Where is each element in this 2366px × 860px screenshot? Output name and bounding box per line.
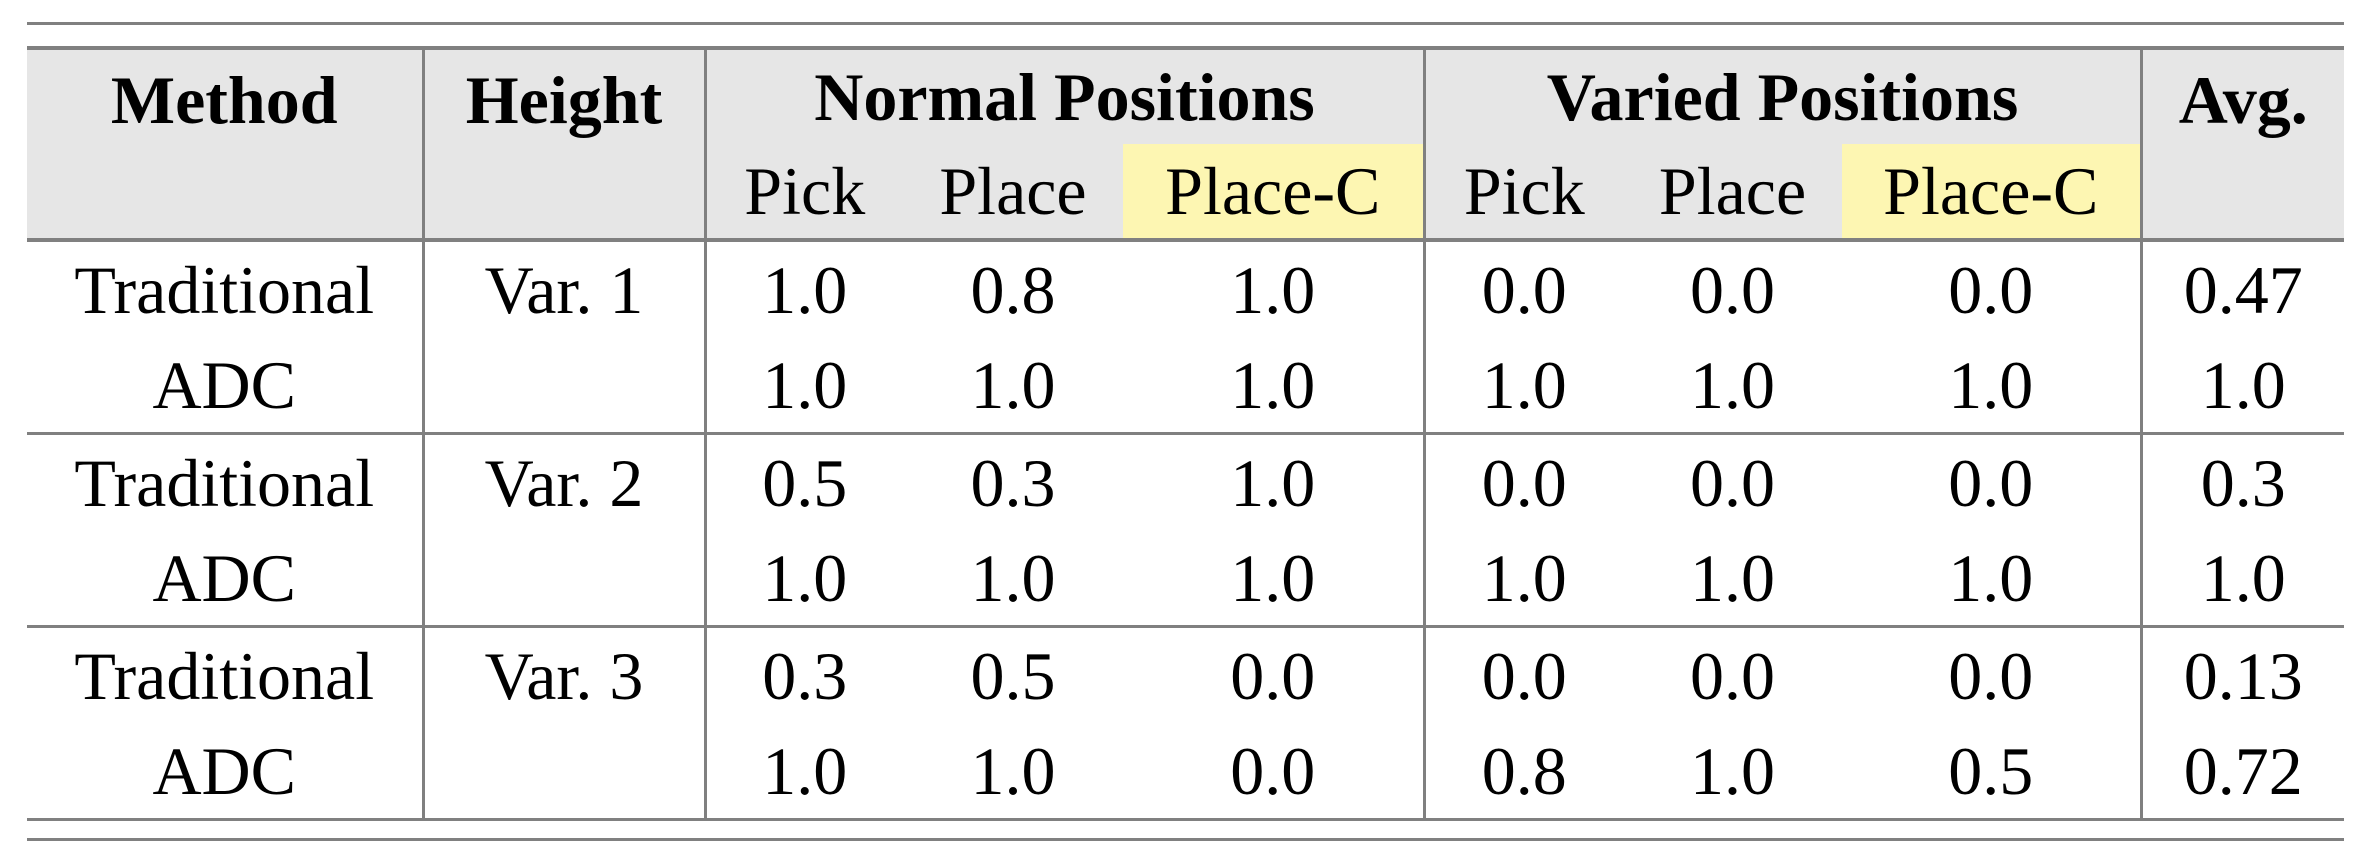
bottom-rule-1	[27, 818, 2344, 821]
method-cell: Traditional	[27, 432, 425, 530]
varied-pick-cell: 0.0	[1424, 625, 1624, 723]
method-cell: ADC	[27, 337, 425, 434]
header-row-2: Pick Place Place-C Pick Place Place-C	[27, 144, 2344, 242]
varied-place-cell: 1.0	[1690, 346, 1776, 423]
normal-place-c-cell: 1.0	[1123, 337, 1426, 434]
table-row: ADC 1.0 1.0 1.0 1.0 1.0 1.0 1.0	[27, 337, 2344, 434]
normal-pick-cell: 0.5	[705, 432, 903, 530]
normal-pick-cell: 1.0	[762, 539, 848, 616]
subheader-varied-place: Place	[1623, 144, 1843, 242]
avg-cell: 0.3	[2141, 432, 2345, 530]
varied-pick-cell: 0.0	[1481, 251, 1567, 328]
varied-place-c-cell: 0.5	[1842, 723, 2143, 818]
normal-place-c-cell: 1.0	[1123, 432, 1426, 530]
header-method: Method	[27, 46, 425, 242]
normal-place-c-cell: 0.0	[1123, 625, 1426, 723]
height-cell	[423, 723, 707, 818]
varied-place-cell: 0.0	[1623, 625, 1843, 723]
avg-cell: 1.0	[2200, 539, 2286, 616]
height-cell	[423, 530, 707, 627]
method-cell: ADC	[27, 530, 425, 627]
results-table: Method Height Normal Positions Varied Po…	[27, 46, 2345, 818]
header-varied-positions: Varied Positions	[1424, 46, 2143, 144]
normal-pick-cell: 1.0	[762, 251, 848, 328]
subheader-normal-pick: Pick	[705, 144, 903, 242]
height-cell: Var. 1	[423, 240, 707, 337]
height-cell	[423, 337, 707, 434]
normal-place-cell: 0.5	[903, 625, 1123, 723]
height-cell: Var. 3	[423, 625, 707, 723]
varied-pick-cell: 1.0	[1481, 346, 1567, 423]
table-row: ADC 1.0 1.0 1.0 1.0 1.0 1.0 1.0	[27, 530, 2344, 627]
avg-cell: 1.0	[2200, 346, 2286, 423]
varied-place-c-cell: 0.0	[1842, 240, 2143, 337]
varied-place-c-cell: 1.0	[1842, 530, 2143, 627]
height-cell: Var. 2	[423, 432, 707, 530]
normal-place-cell: 0.3	[903, 432, 1123, 530]
normal-place-cell: 0.8	[970, 251, 1056, 328]
normal-pick-cell: 1.0	[762, 346, 848, 423]
table-row: ADC 1.0 1.0 0.0 0.8 1.0 0.5 0.72	[27, 723, 2344, 818]
table-row: Traditional Var. 1 1.0 0.8 1.0 0.0 0.0 0.0 0.47	[27, 240, 2344, 337]
header-height: Height	[423, 46, 707, 242]
normal-pick-cell: 1.0	[762, 732, 848, 809]
avg-cell: 0.72	[2183, 732, 2303, 809]
method-cell: Traditional	[27, 240, 425, 337]
avg-cell: 0.13	[2141, 625, 2345, 723]
subheader-varied-place-c: Place-C	[1842, 144, 2143, 242]
subheader-varied-pick: Pick	[1424, 144, 1624, 242]
varied-pick-cell: 0.0	[1424, 432, 1624, 530]
normal-place-cell: 1.0	[970, 346, 1056, 423]
varied-place-c-cell: 0.0	[1842, 625, 2143, 723]
normal-place-cell: 1.0	[970, 539, 1056, 616]
method-cell: ADC	[27, 723, 425, 818]
varied-pick-cell: 1.0	[1481, 539, 1567, 616]
normal-place-c-cell: 1.0	[1123, 530, 1426, 627]
table-row: Traditional Var. 2 0.5 0.3 1.0 0.0 0.0 0.0 0.3	[27, 432, 2345, 530]
varied-place-cell: 0.0	[1690, 251, 1776, 328]
bottom-rule-2	[27, 838, 2344, 841]
varied-place-cell: 1.0	[1690, 539, 1776, 616]
method-cell: Traditional	[27, 625, 425, 723]
header-row-1: Method Height Normal Positions Varied Po…	[27, 46, 2345, 242]
avg-cell: 0.47	[2183, 251, 2303, 328]
table-row: Traditional Var. 3 0.3 0.5 0.0 0.0 0.0 0.0 0.13	[27, 625, 2345, 723]
subheader-normal-place-c: Place-C	[1123, 144, 1426, 242]
varied-place-c-cell: 1.0	[1842, 337, 2143, 434]
varied-pick-cell: 0.8	[1481, 732, 1567, 809]
normal-place-c-cell: 0.0	[1123, 723, 1426, 818]
normal-pick-cell: 0.3	[705, 625, 903, 723]
header-avg: Avg.	[2141, 46, 2345, 242]
varied-place-c-cell: 0.0	[1842, 432, 2143, 530]
varied-place-cell: 0.0	[1623, 432, 1843, 530]
normal-place-cell: 1.0	[970, 732, 1056, 809]
normal-place-c-cell: 1.0	[1123, 240, 1426, 337]
varied-place-cell: 1.0	[1690, 732, 1776, 809]
top-rule	[27, 22, 2344, 25]
header-normal-positions: Normal Positions	[705, 46, 1426, 144]
subheader-normal-place: Place	[903, 144, 1123, 242]
